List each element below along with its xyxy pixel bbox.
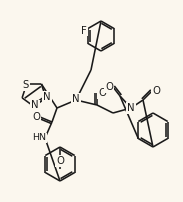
- Text: N: N: [31, 101, 39, 110]
- Text: O: O: [105, 82, 113, 92]
- Text: N: N: [72, 94, 80, 104]
- Text: O: O: [152, 86, 160, 96]
- Text: HN: HN: [32, 134, 46, 142]
- Text: S: S: [23, 80, 29, 90]
- Text: O: O: [56, 156, 64, 166]
- Text: O: O: [98, 88, 106, 98]
- Text: N: N: [127, 103, 135, 113]
- Text: O: O: [32, 112, 40, 122]
- Text: N: N: [43, 92, 51, 102]
- Text: F: F: [81, 25, 87, 36]
